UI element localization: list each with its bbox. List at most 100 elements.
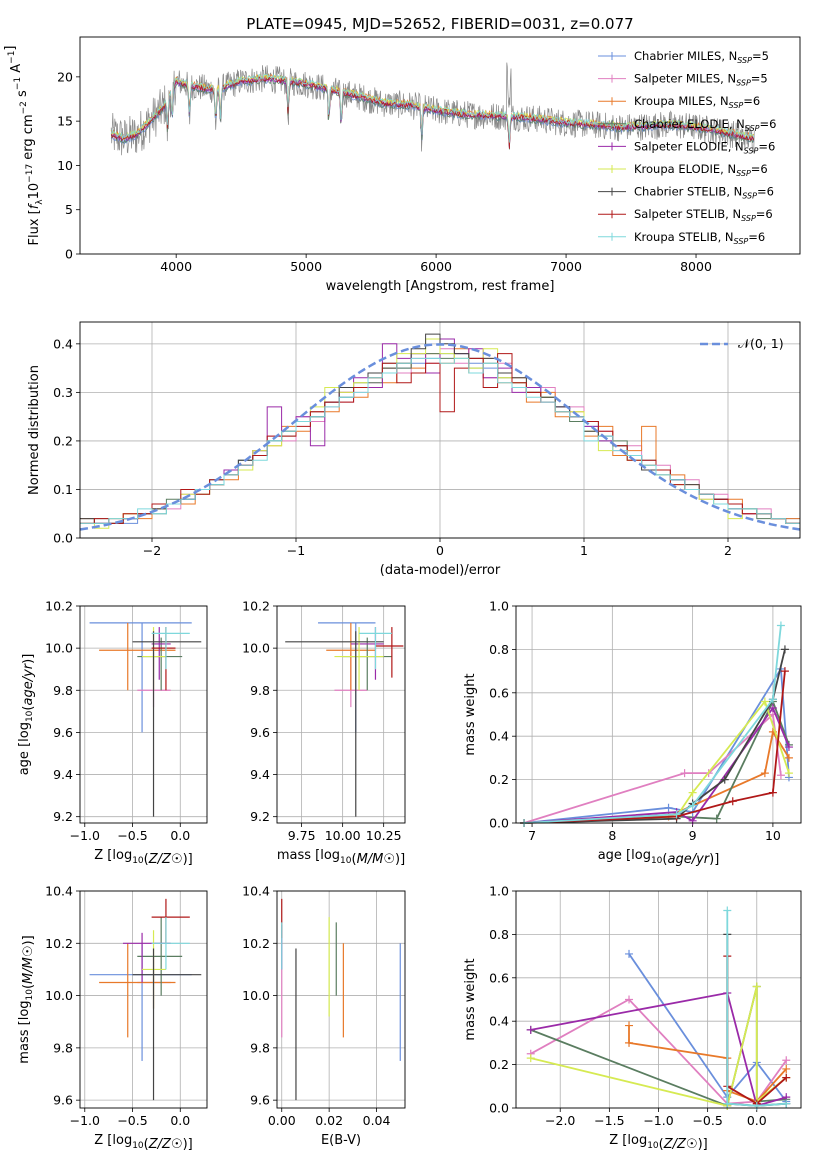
- y-tick-label: 9.8: [53, 1040, 73, 1055]
- plot-area: [79, 333, 801, 531]
- y-tick-label: 10.0: [45, 988, 73, 1003]
- y-tick-label: 20: [57, 69, 73, 84]
- panel-age-vs-mass: 9.75 10.00 10.25 9.2 9.4 9.6 9.8 10.0 10.2 mass […: [242, 599, 406, 867]
- y-tick-label: 0.6: [489, 970, 509, 985]
- weight-point-marker: [688, 801, 697, 810]
- error-bar-point: [359, 627, 392, 670]
- legend: Chabrier MILES, NSSP=5 Salpeter MILES, NS…: [598, 49, 776, 246]
- y-axis-label: Normed distribution: [27, 365, 42, 495]
- weight-point-marker: [784, 769, 793, 778]
- y-tick-label: 9.6: [53, 725, 73, 740]
- weight-point-marker: [526, 1054, 535, 1063]
- x-tick-label: −0.5: [117, 1113, 147, 1128]
- weight-point-marker: [782, 1099, 791, 1108]
- y-tick-label: 9.8: [250, 683, 270, 698]
- axes-frame: [79, 36, 801, 255]
- y-tick-label: 0.0: [489, 816, 509, 831]
- y-tick-label: 9.6: [53, 1093, 73, 1108]
- y-tick-label: 0.0: [53, 531, 73, 546]
- y-tick-label: 0.0: [489, 1101, 509, 1116]
- x-tick-label: −1.0: [70, 1113, 100, 1128]
- x-tick-label: 5000: [290, 259, 322, 274]
- x-axis-label: Z [log10(Z/Z☉)]: [609, 1133, 708, 1152]
- error-bar-point: [151, 627, 176, 691]
- chart-title: PLATE=0945, MJD=52652, FIBERID=0031, z=0…: [246, 15, 633, 33]
- weight-point-marker: [688, 816, 697, 825]
- error-bar-point: [132, 631, 202, 817]
- panel-residuals: −2 −1 0 1 2 0.0 0.1 0.2 0.3 0.4 (data-model)/error…: [27, 321, 801, 578]
- weight-point-marker: [672, 810, 681, 819]
- y-tick-label: 0.2: [489, 1057, 509, 1072]
- weight-point-marker: [688, 788, 697, 797]
- weight-point-marker: [780, 667, 789, 676]
- legend-label: Salpeter MILES, NSSP=5: [634, 72, 768, 88]
- y-tick-label: 0.4: [489, 1014, 509, 1029]
- error-bar-point: [132, 948, 202, 1101]
- weight-point-marker: [768, 703, 777, 712]
- legend: 𝒩(0, 1): [700, 336, 784, 351]
- y-tick-label: 9.4: [250, 767, 270, 782]
- weight-series-line: [523, 649, 786, 824]
- x-tick-label: 0.02: [315, 1113, 343, 1128]
- weight-series-line: [523, 706, 790, 824]
- error-bar-point: [151, 627, 171, 680]
- weight-series-line: [523, 666, 790, 824]
- y-tick-label: 1.0: [489, 884, 509, 899]
- legend-label: Salpeter STELIB, NSSP=6: [634, 207, 773, 223]
- weight-point-marker: [752, 1101, 761, 1110]
- y-tick-label: 0.2: [489, 772, 509, 787]
- axes-frame: [276, 890, 406, 1109]
- y-tick-label: 10.2: [45, 936, 73, 951]
- weight-point-marker: [720, 775, 729, 784]
- panel-mass-vs-ebv: 0.00 0.02 0.04 9.6 9.8 10.0 10.2 10.4 E(B-V): [242, 884, 406, 1148]
- legend-label: Kroupa ELODIE, NSSP=6: [634, 162, 768, 178]
- y-tick-label: 10.2: [242, 936, 270, 951]
- error-bar-point: [89, 943, 192, 1061]
- weight-point-marker: [768, 788, 777, 797]
- weight-point-marker: [760, 697, 769, 706]
- error-bar-point: [151, 627, 190, 670]
- legend-label: Salpeter ELODIE, NSSP=6: [634, 139, 775, 155]
- error-bar-point: [285, 631, 384, 817]
- y-axis-label: mass weight: [463, 958, 478, 1040]
- x-tick-label: 7: [528, 828, 536, 843]
- y-tick-label: 0.6: [489, 685, 509, 700]
- x-tick-label: 8: [608, 828, 616, 843]
- y-tick-label: 15: [57, 114, 73, 129]
- weight-point-marker: [784, 743, 793, 752]
- y-tick-label: 0: [65, 247, 73, 262]
- legend-label: Chabrier MILES, NSSP=5: [634, 49, 769, 65]
- weight-point-marker: [782, 1056, 791, 1065]
- weight-point-marker: [625, 1021, 634, 1030]
- weight-point-marker: [664, 803, 673, 812]
- panel-spectrum: 4000 5000 6000 7000 8000 0 5 10 15 20 wavelength […: [3, 36, 801, 294]
- axes-frame: [515, 605, 802, 824]
- y-tick-label: 0.8: [489, 927, 509, 942]
- weight-point-marker: [723, 906, 732, 915]
- plot-area: [520, 621, 793, 827]
- y-tick-label: 0.1: [53, 482, 73, 497]
- x-tick-label: 2: [724, 543, 732, 558]
- error-bar-point: [89, 622, 192, 733]
- x-axis-label: E(B-V): [321, 1133, 361, 1148]
- y-tick-label: 9.8: [53, 683, 73, 698]
- x-tick-label: −0.5: [117, 828, 147, 843]
- x-tick-label: 9: [689, 828, 697, 843]
- axes-frame: [276, 605, 406, 824]
- weight-point-marker: [782, 1073, 791, 1082]
- legend-label: Chabrier STELIB, NSSP=6: [634, 185, 774, 201]
- weight-point-marker: [776, 771, 785, 780]
- x-tick-label: 8000: [680, 259, 712, 274]
- x-tick-label: 10.25: [366, 828, 402, 843]
- x-axis-label: age [log10(age/yr)]: [598, 848, 720, 867]
- x-tick-label: 7000: [550, 259, 582, 274]
- y-axis-label: Flux [fλ10−17 erg cm−2 s−1 A−1]: [3, 45, 45, 245]
- x-tick-label: −0.5: [692, 1113, 722, 1128]
- x-tick-label: 0.0: [747, 1113, 767, 1128]
- x-tick-label: −1.0: [70, 828, 100, 843]
- y-tick-label: 0.2: [53, 433, 73, 448]
- x-axis-label: mass [log10(M/M☉)]: [277, 848, 405, 867]
- legend-label: Kroupa MILES, NSSP=6: [634, 94, 760, 110]
- axes-frame: [79, 321, 801, 539]
- y-tick-label: 9.2: [250, 809, 270, 824]
